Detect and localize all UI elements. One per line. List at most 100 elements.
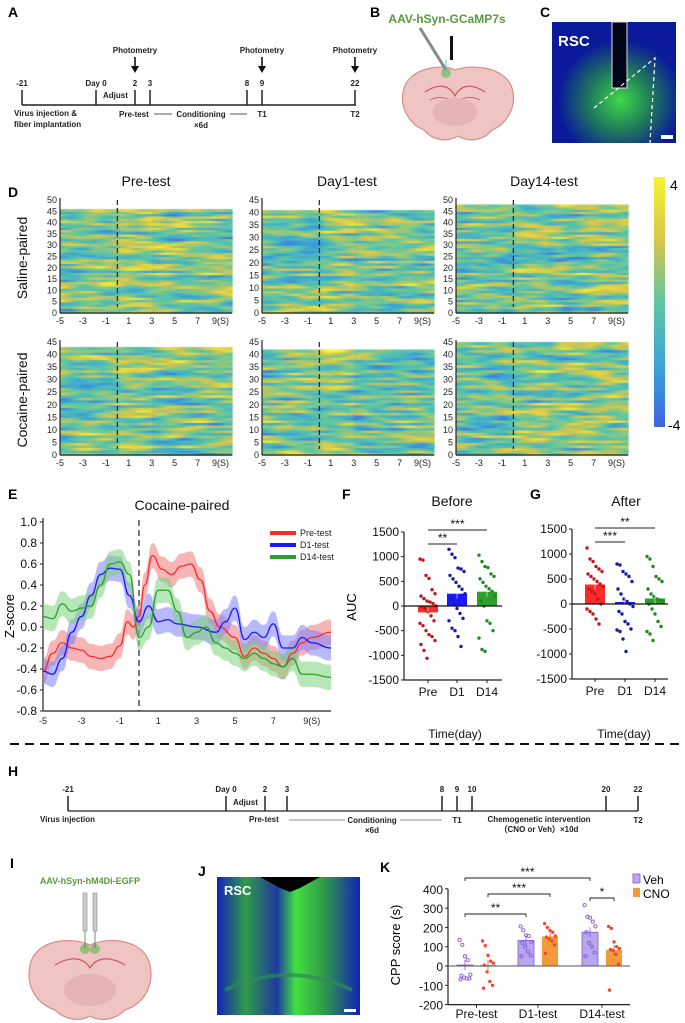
heatmap-y-tick-label: 15	[47, 412, 57, 422]
data-point	[526, 934, 531, 939]
data-point	[519, 954, 524, 959]
data-point	[593, 592, 597, 596]
data-point	[464, 976, 469, 981]
heatmap-y-tick-label: 45	[443, 337, 453, 347]
data-point	[587, 915, 593, 920]
x-tick-label: 9(S)	[303, 716, 320, 726]
y-tick-label: 0.4	[20, 578, 37, 592]
heatmap-y-tick-label: 25	[47, 387, 57, 397]
data-point	[489, 959, 493, 963]
data-point	[459, 973, 464, 978]
data-point	[617, 946, 622, 951]
data-point	[460, 587, 464, 591]
y-tick-label: -100	[419, 979, 443, 993]
data-point	[592, 950, 597, 955]
data-point	[645, 554, 649, 559]
heatmap-y-tick-label: 35	[249, 362, 259, 372]
data-point	[431, 601, 435, 606]
heatmap-y-tick-label: 15	[47, 274, 57, 284]
data-point	[456, 634, 460, 639]
y-tick-label: 0	[392, 599, 399, 613]
data-point	[459, 567, 463, 571]
y-tick-label: -1500	[368, 673, 399, 687]
data-point	[488, 979, 492, 984]
y-tick-label: 200	[423, 921, 443, 935]
scale-bar	[344, 1009, 356, 1012]
heatmap-y-tick-label: 15	[249, 412, 259, 422]
y-tick-label: 1000	[372, 550, 399, 564]
data-point	[591, 612, 595, 616]
heatmap-y-tick-label: 25	[443, 252, 453, 262]
heatmap-x-tick-label: 7	[195, 316, 200, 326]
heatmap-x-tick-label: 3	[351, 316, 356, 326]
data-point	[430, 588, 434, 592]
y-tick-label: 0.0	[20, 620, 37, 634]
y-axis-label: CPP score (s)	[388, 905, 403, 986]
data-point	[601, 584, 605, 589]
panel-label-g: G	[530, 486, 541, 502]
y-axis-label: Z-score	[2, 594, 17, 638]
data-point	[588, 557, 592, 561]
heatmap-row-label: Saline-paired	[14, 217, 30, 300]
heatmap-x-tick-label: -1	[102, 316, 110, 326]
heatmap-y-tick-label: 15	[443, 274, 453, 284]
data-point	[619, 592, 623, 596]
heatmap-y-tick-label: 10	[47, 425, 57, 435]
data-point	[425, 599, 429, 603]
data-point	[487, 587, 491, 591]
data-point	[483, 564, 487, 569]
x-tick-label: 3	[194, 716, 199, 726]
data-point	[624, 572, 628, 576]
y-tick-label: -0.8	[16, 704, 37, 718]
series-line-d14-test	[42, 561, 332, 679]
error-band-d1-test	[43, 555, 331, 687]
data-point	[479, 599, 483, 603]
data-point	[627, 574, 631, 579]
data-point	[523, 944, 528, 949]
heatmap-y-tick-label: 30	[249, 375, 259, 385]
data-point	[600, 569, 604, 574]
colorbar	[654, 177, 665, 427]
heatmap-x-tick-label: 9(S)	[212, 316, 229, 326]
data-point	[419, 642, 423, 647]
data-point	[458, 611, 462, 616]
data-point	[542, 921, 547, 926]
heatmap-x-tick-label: 3	[149, 458, 154, 468]
heatmap-x-tick-label: 5	[374, 458, 379, 468]
data-point	[424, 573, 428, 578]
data-point	[485, 619, 489, 623]
x-tick-label: 1	[156, 716, 161, 726]
bar-d1	[447, 593, 467, 606]
heatmap-x-tick-label: 3	[545, 458, 550, 468]
data-point	[433, 638, 437, 643]
x-tick-label: Pre	[419, 685, 438, 699]
data-point	[653, 612, 657, 616]
data-point	[433, 591, 437, 596]
data-point	[618, 563, 622, 567]
heatmap-y-tick-label: 20	[47, 400, 57, 410]
heatmap-y-tick-label: 10	[249, 425, 259, 435]
heatmap-y-tick-label: 25	[249, 245, 259, 255]
panel-label-i: I	[10, 855, 14, 871]
colorbar-max-label: 4	[670, 177, 678, 193]
heatmap-y-tick-label: 30	[47, 375, 57, 385]
x-tick-label: D1-test	[519, 1007, 558, 1021]
y-axis-label: AUC	[344, 593, 359, 620]
heatmap-x-tick-label: -3	[79, 316, 87, 326]
heatmap-y-tick-label: 35	[47, 362, 57, 372]
data-point	[590, 589, 594, 594]
data-point	[528, 953, 533, 958]
data-point	[447, 619, 451, 623]
timeline-day-label: 10	[468, 785, 477, 794]
heatmap-x-tick-label: 9(S)	[608, 458, 625, 468]
significance-bracket	[464, 877, 591, 881]
heatmap-y-tick-label: 10	[443, 285, 453, 295]
data-point	[458, 977, 463, 982]
y-tick-label: 1500	[372, 525, 399, 539]
data-point	[490, 589, 494, 593]
data-point	[457, 584, 461, 588]
panel-label-c: C	[540, 4, 550, 20]
heatmap-y-tick-label: 50	[47, 195, 57, 205]
heatmap-y-tick-label: 35	[443, 362, 453, 372]
